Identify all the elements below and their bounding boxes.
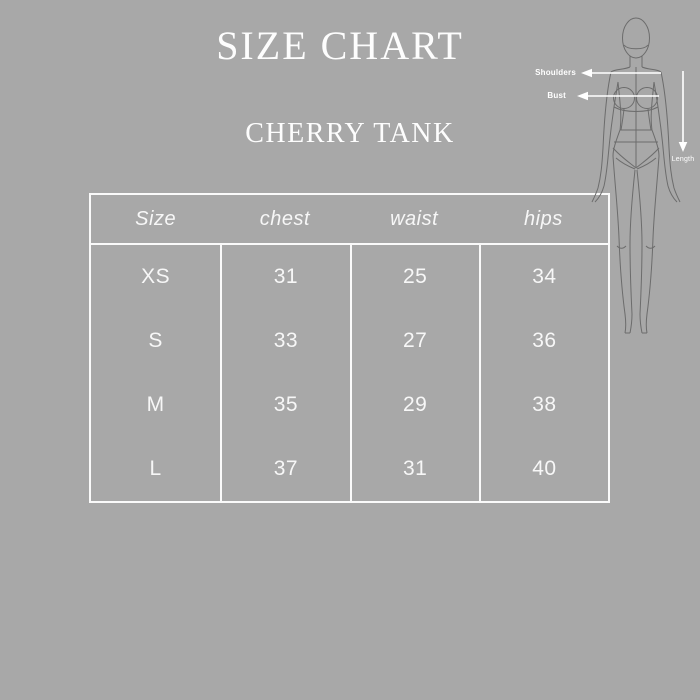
cell-s-chest: 33 [220, 309, 349, 373]
product-name: CHERRY TANK [245, 118, 455, 149]
bust-arrow [577, 91, 659, 101]
body-croquis-illustration [577, 17, 688, 334]
column-header-chest: chest [259, 207, 311, 230]
measurement-figure: Shoulders Bust Length [535, 0, 700, 345]
table-row: M 35 29 38 [91, 373, 608, 437]
shoulders-label: Shoulders [535, 68, 576, 77]
column-header-waist: waist [390, 207, 439, 230]
cell-m-waist: 29 [349, 373, 479, 437]
size-table: Size chest waist hips XS 31 25 34 S 33 2… [89, 193, 610, 503]
cell-size-s: S [148, 329, 163, 352]
bust-label: Bust [547, 91, 566, 100]
cell-s-waist: 27 [349, 309, 479, 373]
cell-size-m: M [146, 393, 165, 416]
cell-l-chest: 37 [220, 437, 349, 501]
length-label: Length [671, 156, 695, 163]
cell-l-hips: 40 [478, 437, 608, 501]
length-arrow [678, 71, 688, 152]
shoulders-arrow [581, 68, 661, 78]
column-header-hips: hips [524, 207, 563, 230]
cell-xs-chest: 31 [220, 245, 349, 309]
cell-m-chest: 35 [220, 373, 349, 437]
cell-xs-hips: 34 [478, 245, 608, 309]
cell-xs-waist: 25 [349, 245, 479, 309]
page-title: SIZE CHART [216, 23, 464, 68]
cell-size-xs: XS [141, 265, 171, 288]
body-outline [591, 17, 681, 334]
cell-s-hips: 36 [478, 309, 608, 373]
size-table-header-row: Size chest waist hips [91, 195, 608, 245]
cell-m-hips: 38 [478, 373, 608, 437]
table-row: XS 31 25 34 [91, 245, 608, 309]
table-row: L 37 31 40 [91, 437, 608, 501]
cell-l-waist: 31 [349, 437, 479, 501]
cell-size-l: L [149, 457, 162, 480]
table-row: S 33 27 36 [91, 309, 608, 373]
column-header-size: Size [135, 207, 177, 230]
